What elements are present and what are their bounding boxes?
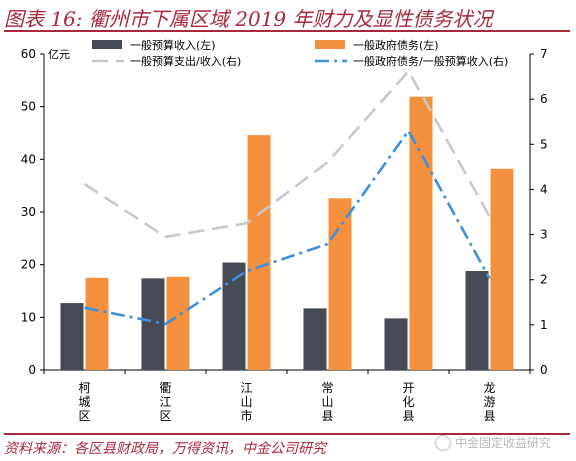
category-label: 山	[240, 395, 252, 409]
source-note: 资料来源：各区县财政局，万得资讯，中金公司研究	[4, 441, 326, 457]
legend-swatch	[92, 40, 122, 49]
left-tick-label: 0	[28, 363, 36, 377]
axes: 0 10 20 30 40 50 60 0 1 2 3 4 5 6 7 亿元	[21, 47, 548, 377]
watermark-text: 中金固定收益研究	[455, 436, 552, 450]
bar	[328, 198, 352, 370]
right-tick-label: 7	[540, 47, 548, 61]
bar	[60, 303, 84, 370]
left-tick-label: 40	[21, 152, 36, 166]
series-line	[84, 128, 491, 326]
left-tick-label: 30	[21, 205, 36, 219]
bar	[384, 318, 408, 370]
title-divider	[4, 30, 570, 32]
bar	[490, 168, 514, 370]
right-tick-label: 6	[540, 92, 548, 106]
right-tick-label: 0	[540, 363, 548, 377]
category-label: 常	[321, 381, 333, 395]
category-label: 龙	[483, 381, 495, 395]
category-label: 化	[402, 395, 414, 409]
y-axis-label: 亿元	[48, 48, 70, 61]
category-label: 县	[321, 409, 333, 423]
right-tick-label: 3	[540, 228, 548, 242]
bar	[465, 270, 489, 370]
category-label: 游	[483, 395, 495, 409]
category-label: 县	[483, 409, 495, 423]
bar	[85, 277, 109, 370]
category-label: 市	[240, 408, 252, 423]
category-label: 衢	[159, 381, 171, 395]
category-label: 区	[159, 409, 171, 423]
category-label: 江	[240, 381, 252, 395]
bar	[166, 276, 190, 370]
chart-title: 图表 16: 衢州市下属区域 2019 年财力及显性债务状况	[4, 7, 493, 31]
category-label: 区	[78, 409, 90, 423]
left-tick-label: 60	[21, 47, 36, 61]
category-label: 江	[159, 395, 171, 409]
category-label: 柯	[78, 381, 90, 395]
legend-swatch	[315, 40, 345, 49]
bar	[247, 135, 271, 370]
bar	[141, 278, 165, 370]
wechat-logo-icon	[435, 434, 451, 451]
legend-label: 一般政府债务(左)	[353, 38, 439, 52]
source-divider	[4, 433, 570, 435]
right-tick-label: 1	[540, 318, 548, 332]
lines	[83, 68, 491, 326]
left-tick-label: 10	[21, 310, 36, 324]
bar	[303, 308, 327, 370]
bars	[60, 96, 514, 370]
legend-label: 一般政府债务/一般预算收入(右)	[353, 54, 508, 68]
category-label: 县	[402, 409, 414, 423]
left-tick-label: 50	[21, 100, 36, 114]
category-label: 城	[78, 395, 90, 409]
series-line	[83, 68, 491, 239]
left-tick-label: 20	[21, 258, 36, 272]
bar	[222, 262, 246, 370]
legend: 一般预算收入(左) 一般政府债务(左) 一般预算支出/收入(右) 一般政府债务/一般预…	[92, 38, 508, 68]
right-tick-label: 2	[540, 273, 548, 287]
category-label: 山	[321, 395, 333, 409]
category-label: 开	[402, 381, 414, 395]
legend-label: 一般预算收入(左)	[130, 38, 216, 52]
right-tick-label: 5	[540, 137, 548, 151]
right-tick-label: 4	[540, 182, 548, 196]
watermark: 中金固定收益研究	[435, 434, 551, 451]
legend-label: 一般预算支出/收入(右)	[130, 54, 241, 68]
